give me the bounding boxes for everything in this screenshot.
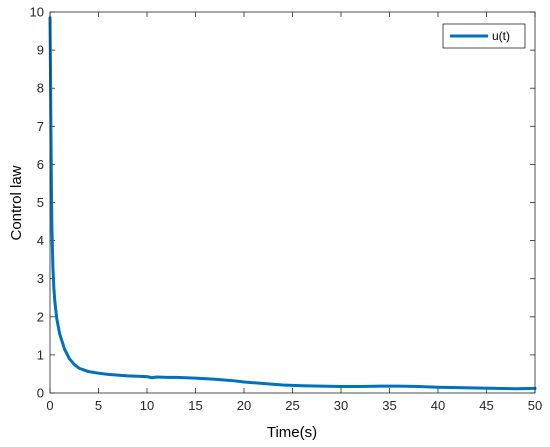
plot-frame (49, 11, 536, 394)
y-tick-label: 8 (37, 81, 44, 96)
x-tick-label: 5 (95, 398, 102, 413)
x-tick-label: 45 (479, 398, 493, 413)
y-tick-label: 4 (37, 233, 44, 248)
y-tick-label: 7 (37, 119, 44, 134)
x-tick-label: 20 (237, 398, 251, 413)
plot-area (50, 12, 535, 393)
y-tick-label: 10 (30, 5, 44, 20)
x-axis-label: Time(s) (267, 424, 317, 441)
x-tick-label: 30 (334, 398, 348, 413)
y-ticks: 0 1 2 3 4 5 6 7 8 9 10 (30, 5, 535, 401)
x-tick-label: 10 (140, 398, 154, 413)
x-ticks: 0 5 10 15 20 25 30 35 40 45 50 (46, 12, 542, 413)
series-line-u (48, 16, 537, 391)
y-tick-label: 6 (37, 157, 44, 172)
y-tick-label: 1 (37, 347, 44, 362)
x-tick-label: 50 (528, 398, 542, 413)
legend: u(t) (442, 23, 526, 49)
x-tick-label: 40 (431, 398, 445, 413)
y-tick-label: 0 (37, 386, 44, 401)
x-tick-label: 35 (382, 398, 396, 413)
x-tick-label: 15 (188, 398, 202, 413)
y-axis-label: Control law (8, 165, 25, 240)
y-tick-label: 5 (37, 195, 44, 210)
y-tick-label: 3 (37, 271, 44, 286)
x-tick-label: 0 (46, 398, 53, 413)
x-tick-label: 25 (285, 398, 299, 413)
y-tick-label: 9 (37, 43, 44, 58)
legend-label: u(t) (492, 29, 510, 43)
y-tick-label: 2 (37, 309, 44, 324)
